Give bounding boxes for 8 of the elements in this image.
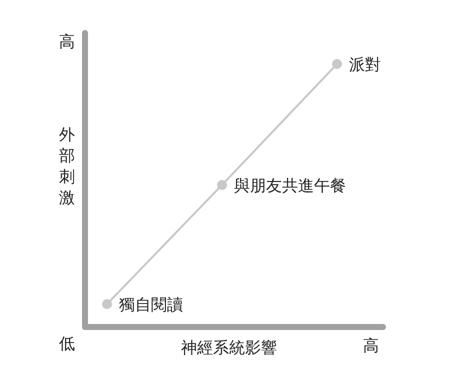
x-axis-title: 神經系統影響 [181, 338, 277, 357]
text: 低 [59, 334, 75, 353]
text: 高 [59, 32, 75, 51]
annotation: 派對 [349, 55, 381, 74]
text: 高 [363, 336, 379, 355]
annotation: 與朋友共進午餐 [234, 176, 346, 195]
y-axis-title: 外部刺激 [59, 125, 75, 207]
annotation: 獨自閱讀 [119, 295, 183, 314]
